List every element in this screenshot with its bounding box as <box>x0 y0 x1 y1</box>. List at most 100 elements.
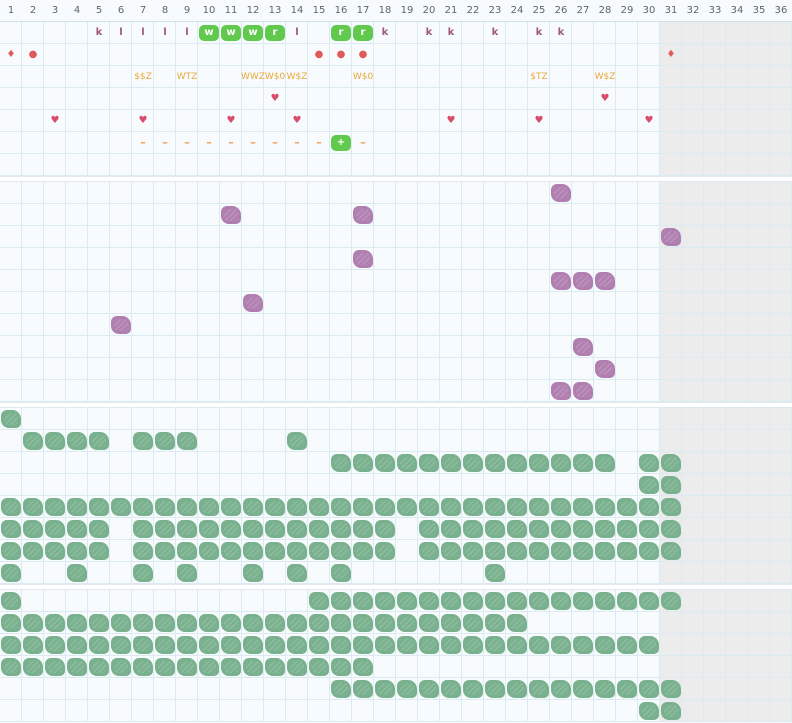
grid-cell[interactable] <box>66 88 88 110</box>
grid-cell[interactable] <box>88 292 110 314</box>
grid-cell[interactable] <box>66 182 88 204</box>
grid-cell[interactable] <box>550 110 572 132</box>
grid-cell[interactable] <box>374 430 396 452</box>
green-block[interactable] <box>177 614 197 632</box>
green-block[interactable] <box>45 542 65 560</box>
grid-cell[interactable] <box>528 700 550 722</box>
grid-cell[interactable] <box>176 452 198 474</box>
grid-cell[interactable] <box>264 248 286 270</box>
grid-cell[interactable] <box>484 590 506 612</box>
grid-cell[interactable] <box>330 496 352 518</box>
grid-cell[interactable] <box>704 110 726 132</box>
grid-cell[interactable] <box>726 204 748 226</box>
grid-cell[interactable] <box>704 474 726 496</box>
green-block[interactable] <box>573 542 593 560</box>
grid-cell[interactable] <box>682 474 704 496</box>
grid-cell[interactable] <box>242 700 264 722</box>
grid-cell[interactable] <box>550 248 572 270</box>
grid-cell[interactable] <box>66 22 88 44</box>
grid-cell[interactable] <box>132 474 154 496</box>
grid-cell[interactable] <box>352 634 374 656</box>
grid-cell[interactable] <box>220 204 242 226</box>
grid-cell[interactable] <box>682 380 704 402</box>
purple-block[interactable] <box>573 338 593 356</box>
grid-cell[interactable] <box>176 518 198 540</box>
grid-cell[interactable] <box>198 474 220 496</box>
grid-cell[interactable] <box>22 154 44 176</box>
grid-cell[interactable] <box>704 226 726 248</box>
grid-cell[interactable] <box>638 132 660 154</box>
grid-cell[interactable] <box>110 226 132 248</box>
grid-cell[interactable] <box>198 182 220 204</box>
grid-cell[interactable] <box>396 612 418 634</box>
grid-cell[interactable] <box>154 408 176 430</box>
green-block[interactable] <box>67 658 87 676</box>
grid-cell[interactable] <box>770 474 792 496</box>
green-block[interactable] <box>375 520 395 538</box>
grid-cell[interactable] <box>44 656 66 678</box>
grid-cell[interactable] <box>286 270 308 292</box>
grid-cell[interactable] <box>264 336 286 358</box>
grid-cell[interactable] <box>110 132 132 154</box>
grid-cell[interactable] <box>594 248 616 270</box>
green-block[interactable] <box>89 498 109 516</box>
grid-cell[interactable] <box>572 678 594 700</box>
grid-cell[interactable] <box>44 66 66 88</box>
grid-cell[interactable] <box>726 248 748 270</box>
green-block[interactable] <box>419 636 439 654</box>
grid-cell[interactable] <box>660 154 682 176</box>
grid-cell[interactable] <box>572 358 594 380</box>
grid-cell[interactable] <box>22 270 44 292</box>
grid-cell[interactable] <box>660 562 682 584</box>
grid-cell[interactable] <box>726 540 748 562</box>
green-block[interactable] <box>1 658 21 676</box>
green-block[interactable] <box>441 592 461 610</box>
green-block[interactable] <box>573 498 593 516</box>
grid-cell[interactable] <box>572 314 594 336</box>
green-block[interactable] <box>331 636 351 654</box>
green-block[interactable] <box>155 614 175 632</box>
grid-cell[interactable] <box>748 336 770 358</box>
grid-cell[interactable] <box>638 474 660 496</box>
grid-cell[interactable] <box>66 408 88 430</box>
grid-cell[interactable] <box>198 154 220 176</box>
grid-cell[interactable] <box>660 132 682 154</box>
grid-cell[interactable] <box>352 678 374 700</box>
grid-cell[interactable] <box>726 518 748 540</box>
grid-cell[interactable] <box>154 248 176 270</box>
grid-cell[interactable] <box>308 518 330 540</box>
grid-cell[interactable] <box>704 182 726 204</box>
grid-cell[interactable] <box>462 430 484 452</box>
grid-cell[interactable] <box>110 656 132 678</box>
grid-cell[interactable] <box>308 612 330 634</box>
grid-cell[interactable] <box>198 612 220 634</box>
grid-cell[interactable] <box>88 634 110 656</box>
grid-cell[interactable] <box>770 540 792 562</box>
grid-cell[interactable] <box>264 634 286 656</box>
green-block[interactable] <box>353 614 373 632</box>
grid-cell[interactable] <box>66 132 88 154</box>
grid-cell[interactable] <box>770 154 792 176</box>
grid-cell[interactable] <box>44 88 66 110</box>
green-block[interactable] <box>419 498 439 516</box>
grid-cell[interactable] <box>110 66 132 88</box>
green-block[interactable] <box>639 592 659 610</box>
grid-cell[interactable] <box>308 270 330 292</box>
grid-cell[interactable] <box>528 380 550 402</box>
grid-cell[interactable] <box>638 518 660 540</box>
grid-cell[interactable] <box>220 66 242 88</box>
grid-cell[interactable] <box>528 204 550 226</box>
grid-cell[interactable] <box>572 204 594 226</box>
grid-cell[interactable] <box>22 540 44 562</box>
grid-cell[interactable] <box>264 182 286 204</box>
green-block[interactable] <box>221 658 241 676</box>
grid-cell[interactable] <box>770 88 792 110</box>
grid-cell[interactable] <box>374 292 396 314</box>
grid-cell[interactable] <box>242 590 264 612</box>
grid-cell[interactable] <box>110 700 132 722</box>
grid-cell[interactable] <box>616 430 638 452</box>
grid-cell[interactable] <box>220 496 242 518</box>
grid-cell[interactable] <box>462 700 484 722</box>
grid-cell[interactable] <box>198 656 220 678</box>
grid-cell[interactable] <box>594 132 616 154</box>
